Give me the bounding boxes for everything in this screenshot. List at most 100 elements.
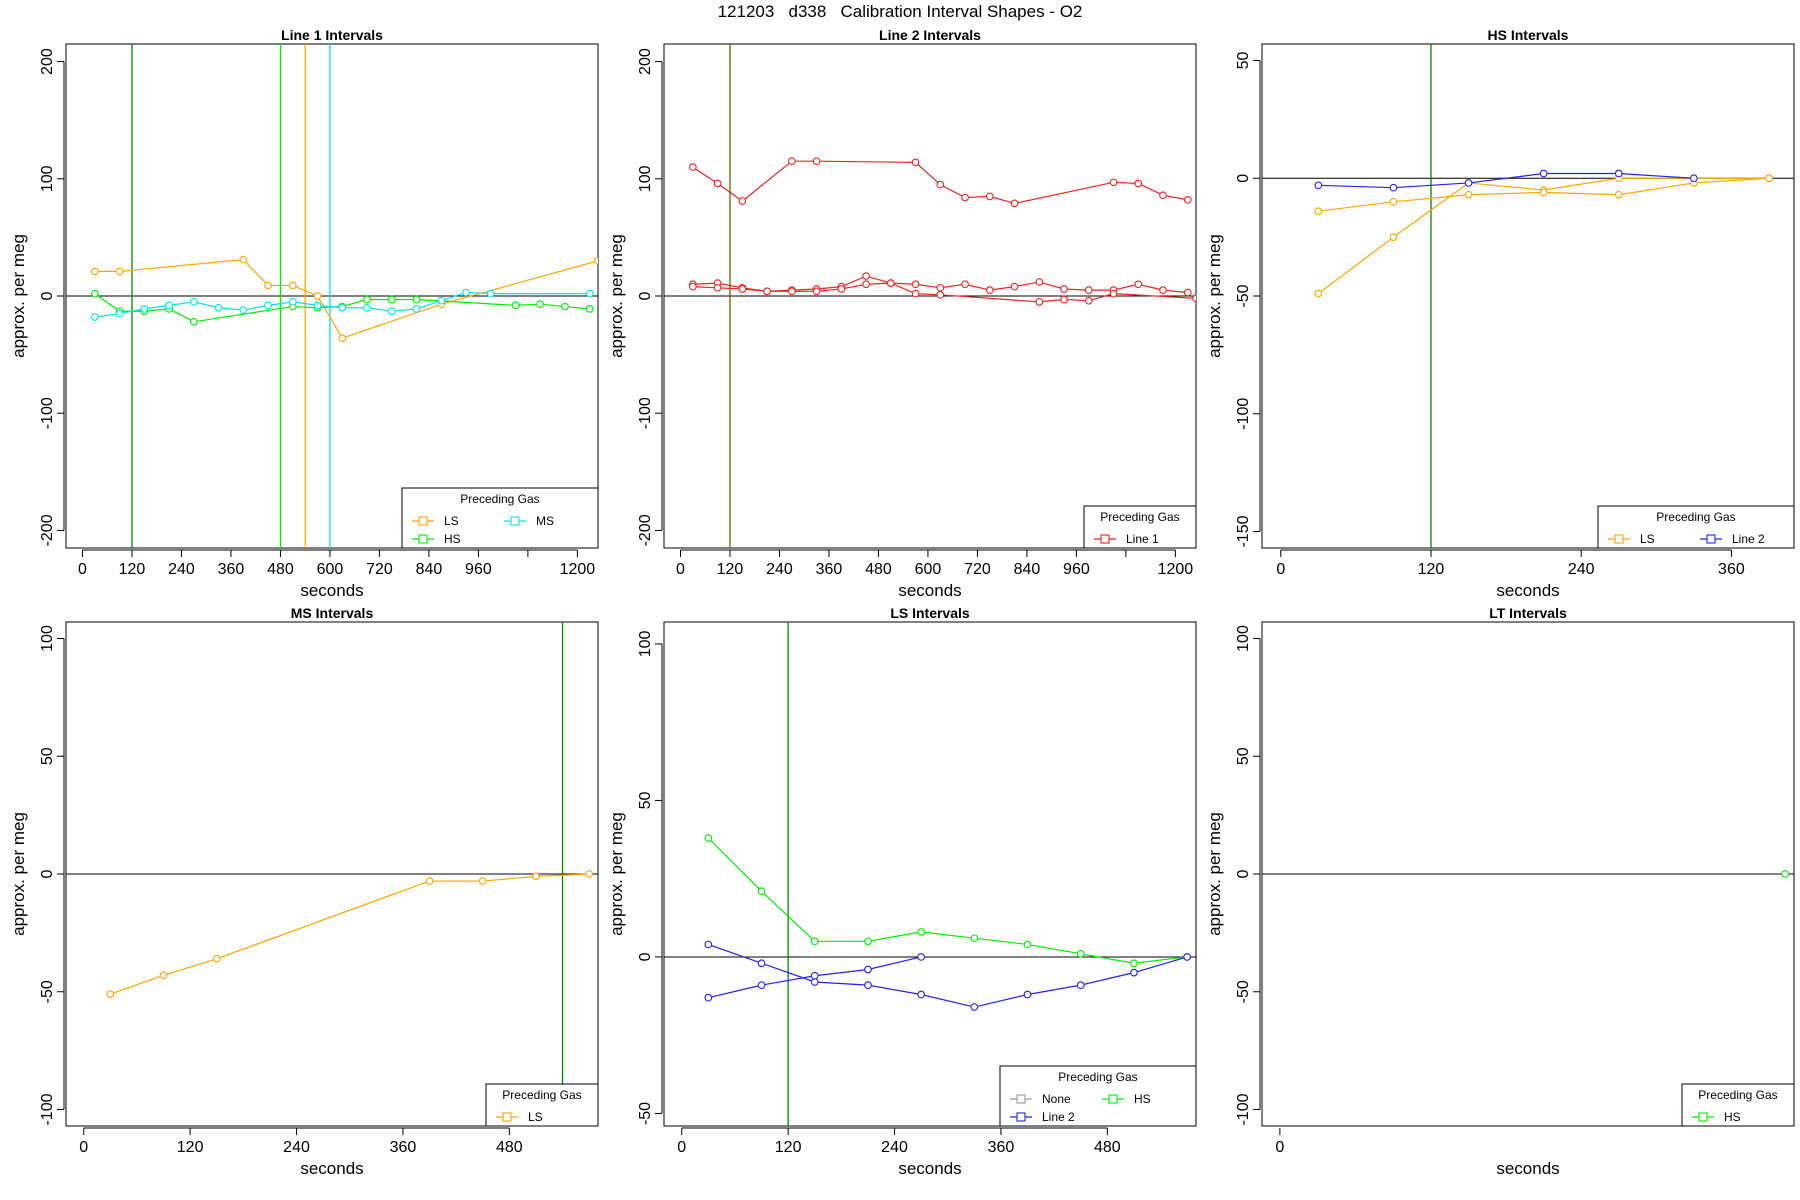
data-point: [1690, 174, 1698, 183]
y-tick-label: -200: [39, 514, 56, 546]
series-line: [1317, 177, 1769, 295]
x-tick-label: 120: [717, 561, 744, 578]
series-line: [692, 282, 1196, 303]
legend-label: LS: [1640, 532, 1655, 546]
x-tick-label: 600: [915, 561, 942, 578]
data-point: [585, 870, 593, 878]
data-point: [313, 301, 322, 310]
data-point: [1084, 296, 1093, 305]
legend-label: MS: [536, 514, 554, 528]
data-point: [713, 179, 722, 188]
data-point: [936, 290, 945, 299]
series-line: [708, 943, 1188, 1008]
data-point: [1035, 278, 1044, 286]
data-point: [214, 303, 223, 312]
data-point: [917, 953, 925, 961]
x-tick-label: 960: [1063, 561, 1090, 578]
y-tick-label: 0: [1235, 869, 1252, 878]
chart-title: MS Intervals: [291, 605, 374, 621]
data-point: [1109, 289, 1118, 298]
data-point: [1192, 294, 1196, 303]
chart-panel: HS Intervals 0 120 240 360 seconds -150 -100 -50…: [1205, 27, 1795, 600]
legend-title: Preceding Gas: [1058, 1070, 1137, 1084]
legend-label: HS: [1724, 1110, 1741, 1124]
x-tick-label: 960: [465, 561, 492, 578]
legend: Preceding Gas None HS Line 2: [999, 1065, 1197, 1127]
y-tick-label: 100: [1235, 625, 1252, 652]
legend: Preceding Gas HS: [1681, 1083, 1795, 1127]
legend-title: Preceding Gas: [1100, 510, 1179, 524]
plot-frame: [663, 621, 1197, 1127]
x-tick-label: 120: [1418, 561, 1445, 578]
y-tick-label: 0: [39, 869, 56, 878]
x-tick-label: 240: [881, 1139, 908, 1156]
data-point: [810, 978, 819, 986]
data-point: [862, 280, 870, 289]
data-point: [91, 313, 99, 321]
data-point: [585, 305, 594, 313]
series-line: [707, 837, 1188, 964]
x-tick-label: 120: [775, 1139, 802, 1156]
x-tick-label: 1200: [1158, 561, 1194, 578]
plot-area: [66, 622, 598, 1126]
y-tick-label: -50: [1235, 284, 1252, 307]
data-point: [532, 872, 540, 881]
series-line: [110, 873, 590, 995]
x-axis-label: seconds: [1496, 1159, 1559, 1178]
data-point: [387, 295, 396, 304]
data-point: [763, 287, 771, 296]
data-point: [91, 267, 99, 276]
y-axis-label: approx. per meg: [9, 812, 28, 936]
data-point: [812, 157, 821, 166]
x-tick-label: 480: [865, 561, 892, 578]
data-point: [1130, 968, 1138, 977]
data-point: [478, 877, 487, 885]
data-point: [985, 192, 994, 201]
data-point: [511, 301, 520, 310]
data-point: [159, 971, 168, 980]
x-tick-label: 0: [79, 1139, 88, 1156]
data-point: [1183, 196, 1192, 204]
x-tick-label: 360: [390, 1139, 417, 1156]
legend-swatch-marker: [1016, 1094, 1026, 1104]
x-tick-label: 0: [1275, 1139, 1284, 1156]
x-axis-label: seconds: [898, 581, 961, 600]
x-tick-label: 360: [218, 561, 245, 578]
plot-frame: [1261, 43, 1795, 549]
y-axis-label: approx. per meg: [607, 234, 626, 358]
x-axis-label: seconds: [300, 1159, 363, 1178]
data-point: [387, 307, 396, 316]
data-point: [288, 298, 297, 306]
data-point: [689, 282, 697, 291]
legend-swatch-marker: [418, 534, 428, 544]
data-point: [363, 295, 371, 304]
data-point: [1159, 286, 1167, 294]
legend-label: LS: [444, 514, 459, 528]
x-tick-label: 600: [317, 561, 344, 578]
data-point: [115, 309, 124, 318]
legend: Preceding Gas Line 1: [1083, 505, 1197, 549]
y-axis-label: approx. per meg: [9, 234, 28, 358]
x-tick-label: 0: [677, 1139, 686, 1156]
legend-title: Preceding Gas: [502, 1088, 581, 1102]
y-tick-label: -100: [39, 1093, 56, 1125]
x-axis-label: seconds: [898, 1159, 961, 1178]
data-point: [536, 300, 545, 309]
data-point: [486, 289, 495, 298]
plot-area: [66, 44, 598, 548]
data-point: [115, 267, 124, 276]
y-tick-label: 100: [39, 625, 56, 652]
data-point: [704, 993, 713, 1002]
data-point: [704, 940, 713, 949]
data-point: [738, 197, 747, 205]
data-point: [757, 981, 766, 989]
y-tick-label: -100: [1235, 1093, 1252, 1125]
data-point: [288, 281, 297, 290]
data-point: [212, 954, 221, 963]
data-point: [787, 157, 796, 166]
data-point: [106, 990, 115, 998]
legend-swatch-marker: [1100, 534, 1110, 544]
data-point: [1464, 179, 1473, 187]
